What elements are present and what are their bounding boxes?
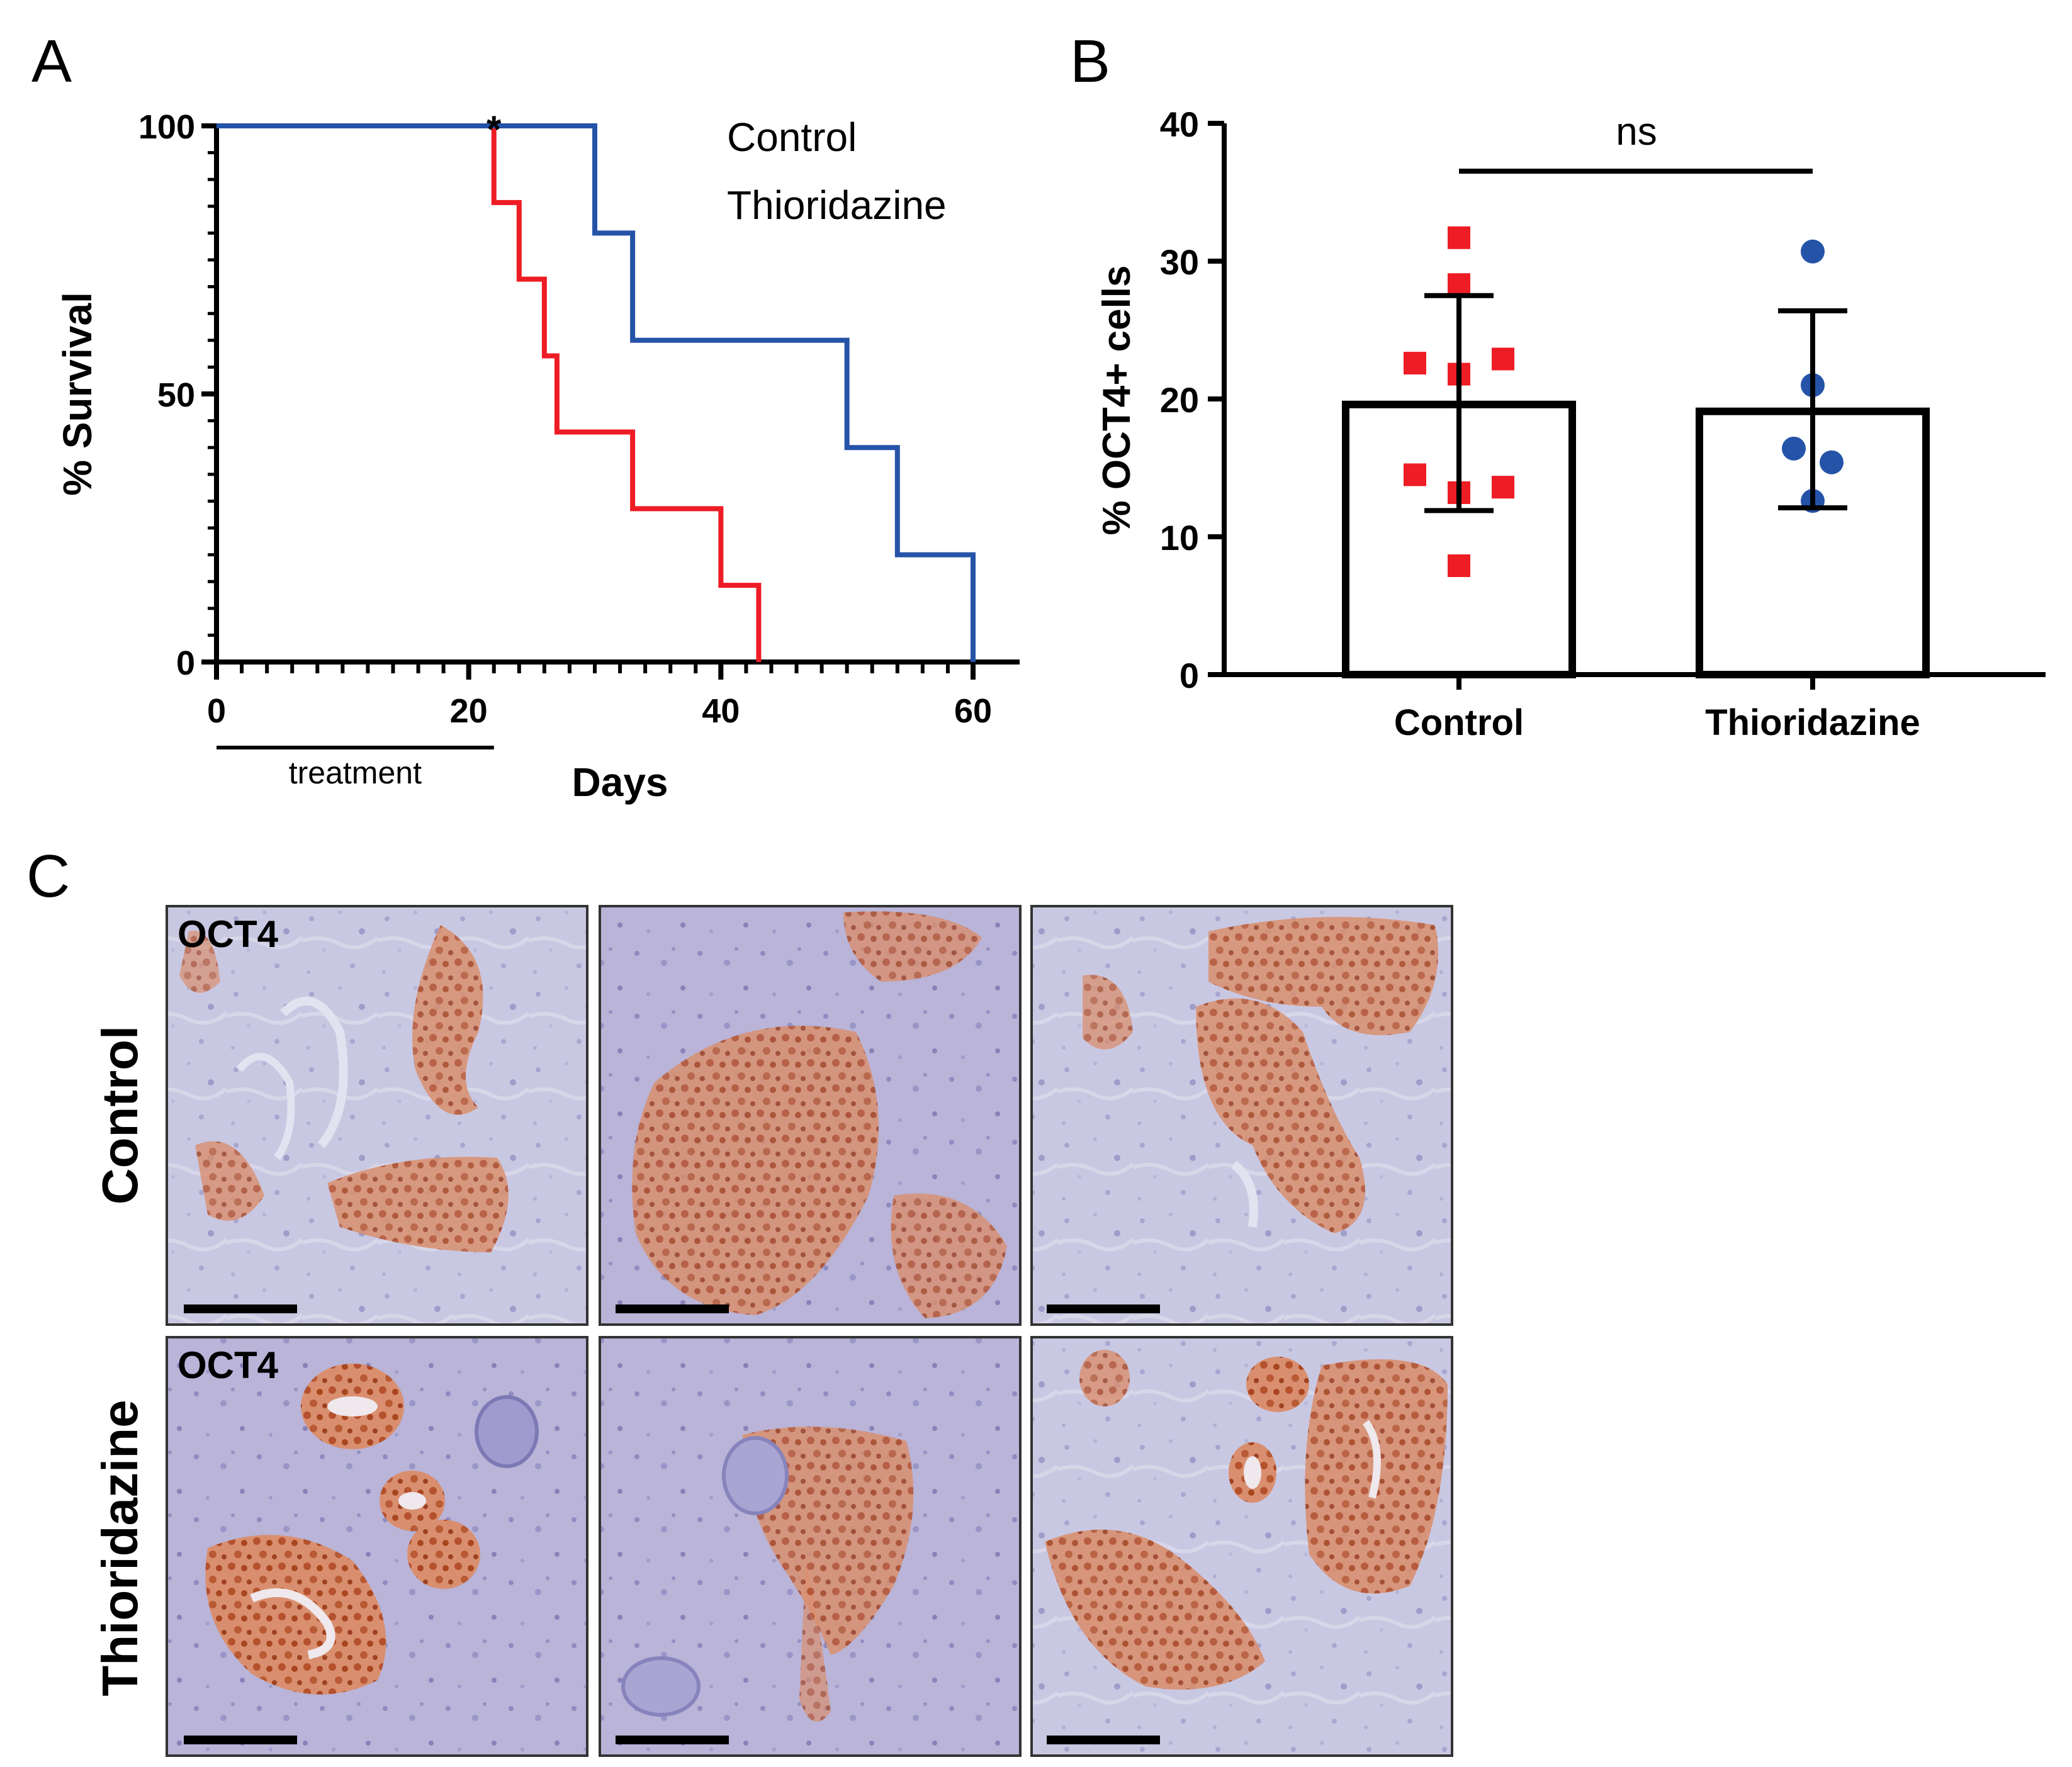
km-series-thioridazine [217,123,976,662]
km-x-axis-label: Days [572,760,668,805]
bar-y-tick-label: 40 [1160,104,1199,144]
km-x-tick-label: 40 [702,692,740,730]
micrograph-control-1: OCT4 [166,905,588,1326]
bar-y-tick-label: 30 [1160,242,1199,282]
survival-chart: 0 50 100 0 20 40 60 * Control Thioridazine tr… [55,108,1020,805]
micrograph-control-2 [599,905,1022,1326]
data-point-control [1448,273,1470,296]
censor-marker: * [487,108,502,150]
micrograph-thioridazine-1: OCT4 [166,1336,588,1757]
micrograph-thioridazine-3 [1030,1336,1453,1757]
data-point-thioridazine [1820,450,1844,474]
oct4-bar-chart: 0 10 20 30 40 Control Thioridazine ns % OCT4+… [1095,104,2046,743]
micrograph-control-3 [1030,905,1453,1326]
panel-label-a: A [31,28,72,95]
data-point-control [1404,352,1426,375]
data-point-control [1448,554,1470,577]
bar-y-tick-label: 10 [1160,518,1199,558]
oct4-label: OCT4 [177,913,279,955]
km-x-tick-label: 60 [954,692,992,730]
legend-control: Control [727,115,857,160]
km-series-control [217,123,762,662]
data-point-thioridazine [1782,436,1806,461]
row-label-control: Control [92,1026,148,1204]
data-point-control [1492,347,1514,371]
panel-label-c: C [26,843,70,910]
bar-y-tick-label: 20 [1160,380,1199,420]
category-label-thioridazine: Thioridazine [1705,702,1920,743]
bar-y-axis-label: % OCT4+ cells [1095,265,1139,535]
legend-thioridazine: Thioridazine [727,182,947,228]
km-x-tick-label: 20 [450,692,488,730]
km-y-tick-label: 0 [176,644,195,682]
km-y-tick-label: 100 [138,108,195,146]
category-label-control: Control [1394,702,1524,743]
treatment-label: treatment [289,755,422,790]
row-label-thioridazine: Thioridazine [92,1400,148,1696]
micrograph-thioridazine-2 [599,1336,1022,1757]
data-point-control [1448,226,1470,249]
data-point-control [1492,476,1514,499]
panel-label-b: B [1070,28,1110,95]
significance-label: ns [1616,110,1657,154]
data-point-thioridazine [1801,239,1825,264]
data-point-control [1404,463,1426,486]
km-y-axis-label: % Survival [55,292,100,496]
km-x-tick-label: 0 [207,692,226,730]
oct4-label: OCT4 [177,1344,279,1386]
km-y-tick-label: 50 [157,376,195,414]
bar-y-tick-label: 0 [1180,656,1199,695]
